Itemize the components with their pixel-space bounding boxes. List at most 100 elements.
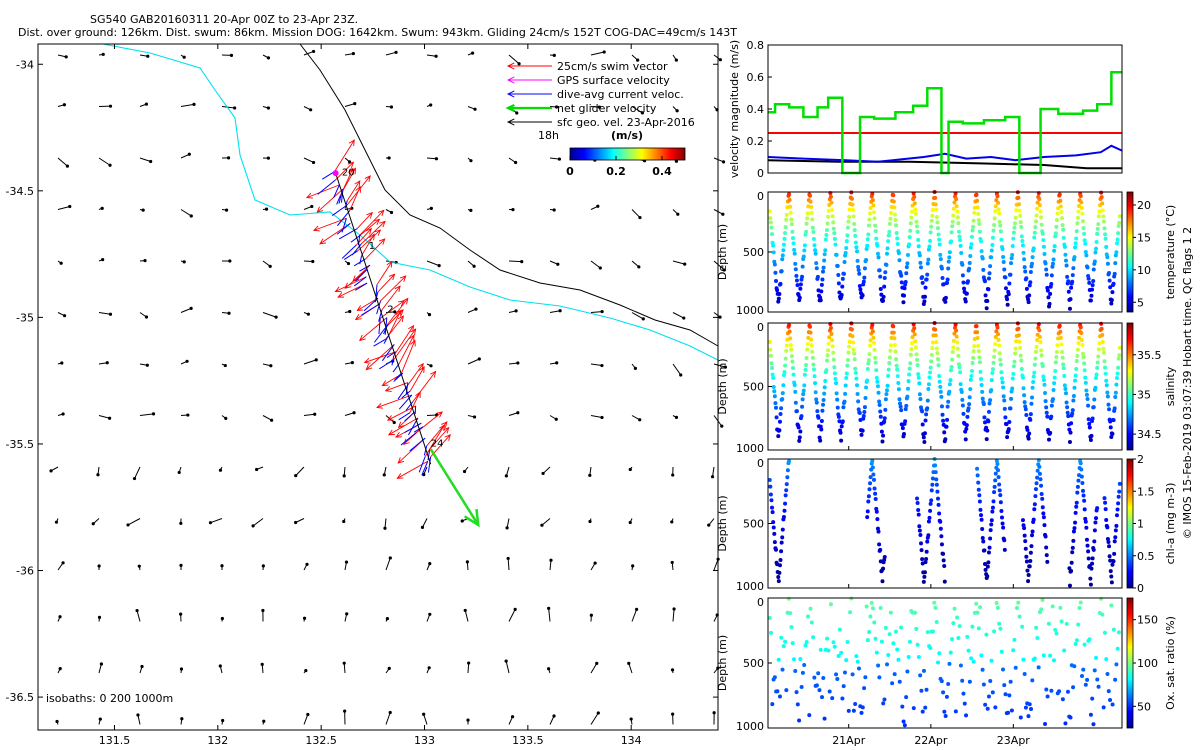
velocity-ytick-label: 0 [757,167,764,180]
velocity-y-axis: 00.20.40.60.8 [747,39,772,180]
profile-point [772,262,777,267]
geo-vector [180,54,186,59]
profile-point [814,397,819,402]
profile-point [866,223,871,228]
profile-point [1109,580,1114,585]
profile-point [989,388,994,393]
profile-point [854,383,859,388]
profile-point [844,239,849,244]
profile-point [781,242,786,247]
profile-point [1006,292,1011,297]
profile-point [1074,229,1079,234]
map-ytick-label: -36.5 [6,691,34,704]
profile-point [992,629,997,634]
profile-point [933,327,938,332]
profile-point [874,368,879,373]
profile-point [852,222,857,227]
map-xtick-label: 131.5 [99,734,131,747]
profile-point [851,214,856,219]
profile-point [984,437,989,442]
profile-point [771,375,776,380]
profile-point [985,706,990,711]
profile-point [1063,721,1068,726]
profile-point [767,616,772,621]
profile-point [777,419,782,424]
profile-point [1108,425,1113,430]
profile-point [1037,203,1042,208]
profile-point [951,345,956,350]
profile-point [1012,637,1017,642]
profile-point [840,276,845,281]
profile-point [1114,376,1119,381]
profile-point [1010,243,1015,248]
profile-point [854,654,859,659]
geo-vector [180,152,191,159]
profile-point [794,409,799,414]
profile-point [1096,347,1101,352]
geo-vector [344,309,352,314]
profile-point [1082,238,1087,243]
profile-point [907,235,912,240]
profile-point [1048,291,1053,296]
profile-point [832,231,837,236]
geo-vector [462,466,469,474]
profile-point [909,209,914,214]
profile-point [1032,235,1037,240]
swim-vector [359,317,388,342]
oxygen-colorbar [1126,597,1134,729]
profile-point [924,412,929,417]
profile-point [1089,433,1094,438]
profile-point [801,388,806,393]
profile-point [1020,624,1025,629]
profile-point [792,251,797,256]
profile-point [892,342,897,347]
profile-point [994,601,999,606]
profile-point [777,563,782,568]
profile-point [1083,250,1088,255]
depth-tick-label: 500 [743,657,764,670]
profile-point [957,624,962,629]
profile-point [905,394,910,399]
profile-point [1077,335,1082,340]
geo-vector [57,361,64,365]
profile-point [905,261,910,266]
profile-point [812,675,817,680]
profile-point [850,334,855,339]
profile-point [1073,378,1078,383]
profile-point [1076,341,1081,346]
profile-point [804,640,809,645]
profile-point [865,243,870,248]
profile-point [868,614,873,619]
profile-point [864,246,869,251]
colorbar-tick-label: 1 [1137,518,1144,531]
swim-vector [359,209,385,236]
profile-point [865,509,870,514]
profile-point [887,361,892,366]
geo-vector [672,54,678,62]
profile-point [1073,510,1078,515]
profile-point [826,348,831,353]
profile-point [800,670,805,675]
geo-vector [98,206,104,210]
profile-point [986,287,991,292]
geo-vector [631,312,645,321]
swim-vector [401,339,416,374]
profile-point [934,620,939,625]
profile-point [936,363,941,368]
geo-vector [54,518,59,524]
profile-point [1061,235,1066,240]
geo-vector [177,466,182,475]
profile-point [787,323,792,328]
profile-point [855,659,860,664]
profile-point [1019,224,1024,229]
geo-vector [221,718,225,725]
profile-point [1116,223,1121,228]
profile-point [1091,405,1096,410]
profile-point [926,533,931,538]
geo-vector [508,715,515,725]
profile-point [1021,386,1026,391]
profile-point [775,288,780,293]
profile-point [1089,566,1094,571]
profile-point [885,662,890,667]
